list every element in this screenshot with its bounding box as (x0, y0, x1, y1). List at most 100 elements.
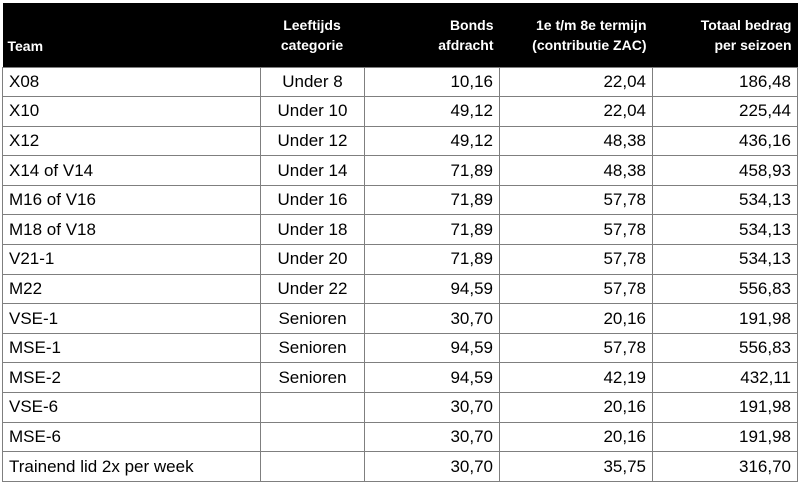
cell-team: X14 of V14 (2, 155, 261, 186)
cell-bonds: 30,70 (364, 451, 500, 482)
cell-bonds: 10,16 (364, 66, 500, 98)
cell-category: Under 22 (260, 273, 365, 305)
header-category-line2: categorie (280, 36, 344, 53)
header-bonds: Bonds afdracht (365, 3, 500, 67)
cell-bonds: 94,59 (364, 362, 500, 394)
table-row: X08 Under 8 10,16 22,04 186,48 (2, 66, 798, 98)
cell-termijn: 57,78 (499, 184, 653, 216)
cell-category: Senioren (260, 362, 365, 394)
cell-termijn: 48,38 (499, 155, 653, 186)
cell-termijn: 22,04 (499, 96, 653, 127)
cell-totaal: 534,13 (652, 214, 798, 246)
table-row: V21-1 Under 20 71,89 57,78 534,13 (2, 244, 798, 275)
cell-totaal: 186,48 (652, 66, 798, 98)
cell-bonds: 71,89 (364, 214, 500, 246)
cell-totaal: 556,83 (652, 332, 798, 364)
cell-termijn: 57,78 (499, 244, 653, 275)
cell-totaal: 191,98 (652, 421, 798, 453)
table-row: VSE-1 Senioren 30,70 20,16 191,98 (2, 303, 798, 334)
cell-termijn: 20,16 (499, 392, 653, 423)
cell-totaal: 436,16 (652, 125, 798, 157)
cell-team: MSE-2 (2, 362, 261, 394)
cell-team: MSE-6 (2, 421, 261, 453)
header-termijn: 1e t/m 8e termijn (contributie ZAC) (500, 3, 653, 67)
contribution-table: Team Leeftijds categorie Bonds afdracht … (2, 3, 798, 482)
cell-bonds: 49,12 (364, 125, 500, 157)
cell-termijn: 22,04 (499, 66, 653, 98)
cell-team: M16 of V16 (2, 184, 261, 216)
header-team-label: Team (7, 37, 44, 54)
header-category: Leeftijds categorie (261, 3, 365, 67)
table-row: MSE-1 Senioren 94,59 57,78 556,83 (2, 332, 798, 364)
header-category-line1: Leeftijds (283, 16, 341, 33)
cell-category: Under 10 (260, 96, 365, 127)
header-totaal: Totaal bedrag per seizoen (653, 3, 798, 67)
cell-bonds: 71,89 (364, 184, 500, 216)
cell-totaal: 191,98 (652, 392, 798, 423)
table-row: M18 of V18 Under 18 71,89 57,78 534,13 (2, 214, 798, 246)
cell-termijn: 20,16 (499, 303, 653, 334)
cell-totaal: 534,13 (652, 244, 798, 275)
table-row: MSE-6 30,70 20,16 191,98 (2, 421, 798, 453)
header-bonds-line1: Bonds (449, 16, 494, 33)
header-bonds-line2: afdracht (438, 36, 494, 53)
cell-termijn: 57,78 (499, 273, 653, 305)
cell-totaal: 458,93 (652, 155, 798, 186)
cell-totaal: 225,44 (652, 96, 798, 127)
cell-category: Under 14 (260, 155, 365, 186)
header-row: Team Leeftijds categorie Bonds afdracht … (2, 3, 798, 67)
cell-bonds: 30,70 (364, 392, 500, 423)
header-totaal-line1: Totaal bedrag (700, 16, 792, 33)
table-row: X10 Under 10 49,12 22,04 225,44 (2, 96, 798, 127)
header-team: Team (3, 3, 261, 67)
cell-bonds: 30,70 (364, 421, 500, 453)
cell-totaal: 534,13 (652, 184, 798, 216)
cell-termijn: 48,38 (499, 125, 653, 157)
table-row: MSE-2 Senioren 94,59 42,19 432,11 (2, 362, 798, 394)
cell-termijn: 35,75 (499, 451, 653, 482)
cell-team: X08 (2, 66, 261, 98)
cell-team: X12 (2, 125, 261, 157)
cell-category: Senioren (260, 303, 365, 334)
header-totaal-line2: per seizoen (714, 36, 792, 53)
cell-category: Under 20 (260, 244, 365, 275)
cell-category (260, 421, 365, 453)
cell-totaal: 556,83 (652, 273, 798, 305)
cell-team: MSE-1 (2, 332, 261, 364)
cell-bonds: 71,89 (364, 155, 500, 186)
table-header: Team Leeftijds categorie Bonds afdracht … (2, 3, 798, 67)
table-row: X14 of V14 Under 14 71,89 48,38 458,93 (2, 155, 798, 186)
cell-category: Under 12 (260, 125, 365, 157)
table-row: X12 Under 12 49,12 48,38 436,16 (2, 125, 798, 157)
cell-team: M22 (2, 273, 261, 305)
cell-termijn: 42,19 (499, 362, 653, 394)
cell-team: M18 of V18 (2, 214, 261, 246)
cell-bonds: 94,59 (364, 273, 500, 305)
cell-termijn: 57,78 (499, 214, 653, 246)
cell-bonds: 71,89 (364, 244, 500, 275)
cell-bonds: 30,70 (364, 303, 500, 334)
cell-category: Under 16 (260, 184, 365, 216)
cell-totaal: 316,70 (652, 451, 798, 482)
cell-category: Under 8 (260, 66, 365, 98)
header-termijn-line1: 1e t/m 8e termijn (536, 16, 647, 33)
header-termijn-line2: (contributie ZAC) (532, 36, 647, 53)
cell-bonds: 94,59 (364, 332, 500, 364)
cell-category (260, 451, 365, 482)
cell-category: Senioren (260, 332, 365, 364)
cell-termijn: 20,16 (499, 421, 653, 453)
table-body: X08 Under 8 10,16 22,04 186,48 X10 Under 10 49,… (2, 66, 798, 482)
cell-team: VSE-6 (2, 392, 261, 423)
table-row: M16 of V16 Under 16 71,89 57,78 534,13 (2, 184, 798, 216)
cell-totaal: 191,98 (652, 303, 798, 334)
cell-team: VSE-1 (2, 303, 261, 334)
cell-category: Under 18 (260, 214, 365, 246)
table-row: VSE-6 30,70 20,16 191,98 (2, 392, 798, 423)
cell-totaal: 432,11 (652, 362, 798, 394)
cell-bonds: 49,12 (364, 96, 500, 127)
cell-category (260, 392, 365, 423)
cell-team: X10 (2, 96, 261, 127)
table-row: Trainend lid 2x per week 30,70 35,75 316,70 (2, 451, 798, 482)
cell-team: V21-1 (2, 244, 261, 275)
